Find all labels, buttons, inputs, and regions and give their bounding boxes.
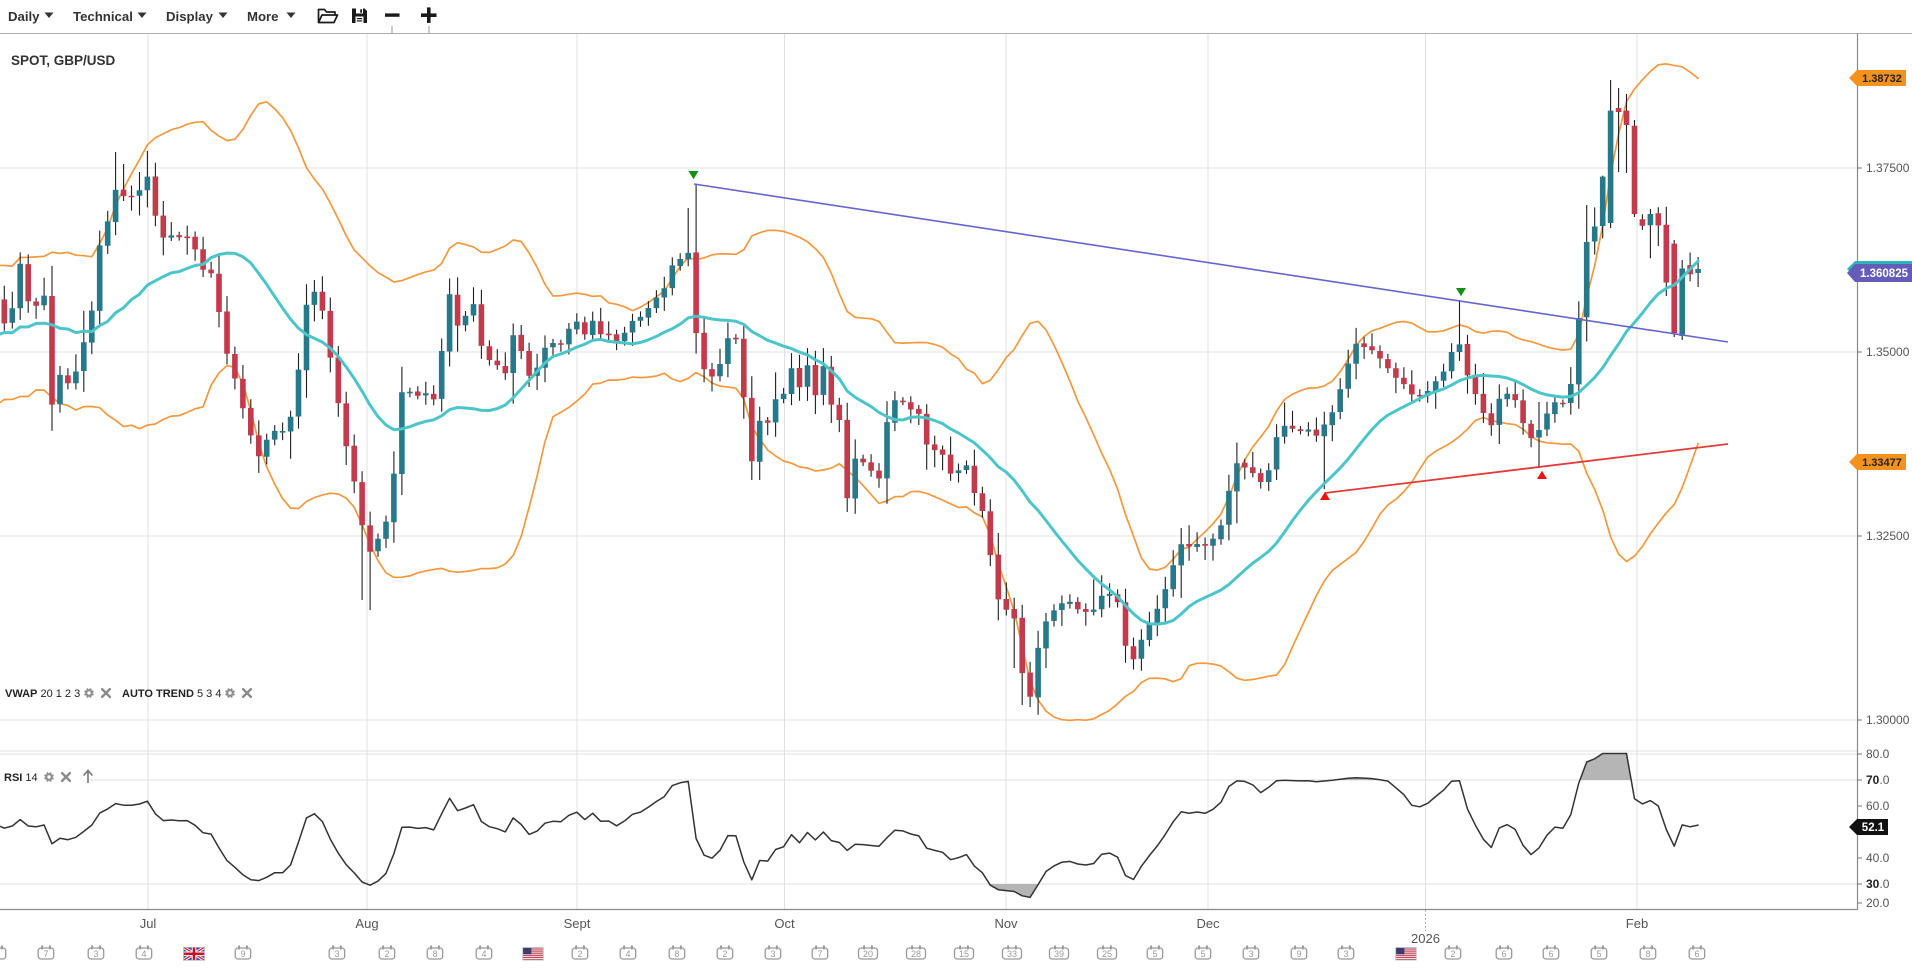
svg-text:Technical: Technical — [73, 9, 133, 24]
svg-text:20.0: 20.0 — [1866, 896, 1890, 910]
svg-text:15: 15 — [959, 949, 969, 959]
svg-text:8: 8 — [674, 949, 679, 959]
svg-text:Dec: Dec — [1196, 916, 1220, 931]
svg-text:70.0: 70.0 — [1866, 773, 1890, 787]
svg-text:Daily: Daily — [8, 9, 40, 24]
svg-text:3: 3 — [334, 949, 339, 959]
svg-text:40.0: 40.0 — [1866, 851, 1890, 865]
svg-text:VWAP 20 1 2 3: VWAP 20 1 2 3 — [5, 688, 80, 700]
svg-text:80.0: 80.0 — [1866, 747, 1890, 761]
svg-text:6: 6 — [1694, 949, 1699, 959]
svg-text:1.38732: 1.38732 — [1862, 73, 1902, 85]
svg-text:30.0: 30.0 — [1866, 877, 1890, 891]
svg-text:Aug: Aug — [355, 916, 378, 931]
svg-text:More: More — [247, 9, 279, 24]
svg-text:2: 2 — [577, 949, 582, 959]
svg-text:52.1: 52.1 — [1862, 822, 1885, 834]
svg-text:9: 9 — [240, 949, 245, 959]
svg-text:20: 20 — [863, 949, 873, 959]
svg-text:1.30000: 1.30000 — [1866, 713, 1910, 727]
svg-text:28: 28 — [911, 949, 921, 959]
svg-text:7: 7 — [43, 949, 48, 959]
svg-text:2026: 2026 — [1411, 931, 1440, 946]
svg-text:6: 6 — [1548, 949, 1553, 959]
svg-text:3: 3 — [1343, 949, 1348, 959]
svg-text:33: 33 — [1007, 949, 1017, 959]
svg-text:3: 3 — [93, 949, 98, 959]
svg-text:Display: Display — [166, 9, 214, 24]
svg-text:Sept: Sept — [564, 916, 591, 931]
svg-text:7: 7 — [817, 949, 822, 959]
svg-text:39: 39 — [1054, 949, 1064, 959]
svg-text:Jul: Jul — [140, 916, 157, 931]
svg-text:2: 2 — [722, 949, 727, 959]
svg-text:2: 2 — [384, 949, 389, 959]
svg-text:60.0: 60.0 — [1866, 799, 1890, 813]
svg-text:1.35000: 1.35000 — [1866, 345, 1910, 359]
svg-text:1.37500: 1.37500 — [1866, 161, 1910, 175]
svg-text:AUTO TREND 5 3 4: AUTO TREND 5 3 4 — [122, 688, 221, 700]
svg-text:RSI 14: RSI 14 — [4, 772, 38, 784]
svg-text:3: 3 — [1248, 949, 1253, 959]
svg-text:5: 5 — [0, 949, 1, 959]
svg-text:9: 9 — [1296, 949, 1301, 959]
svg-text:5: 5 — [1200, 949, 1205, 959]
svg-text:1.360825: 1.360825 — [1860, 268, 1909, 280]
svg-text:4: 4 — [141, 949, 146, 959]
svg-text:5: 5 — [1596, 949, 1601, 959]
svg-text:Feb: Feb — [1626, 916, 1648, 931]
svg-text:1.32500: 1.32500 — [1866, 529, 1910, 543]
svg-text:2: 2 — [1450, 949, 1455, 959]
svg-text:Nov: Nov — [994, 916, 1018, 931]
svg-text:3: 3 — [770, 949, 775, 959]
svg-text:8: 8 — [1645, 949, 1650, 959]
svg-text:6: 6 — [1501, 949, 1506, 959]
svg-text:8: 8 — [432, 949, 437, 959]
svg-text:Oct: Oct — [774, 916, 795, 931]
svg-text:1.33477: 1.33477 — [1862, 457, 1902, 469]
svg-text:SPOT, GBP/USD: SPOT, GBP/USD — [11, 53, 116, 68]
svg-text:5: 5 — [1152, 949, 1157, 959]
svg-text:25: 25 — [1102, 949, 1112, 959]
svg-text:4: 4 — [625, 949, 630, 959]
svg-text:4: 4 — [481, 949, 486, 959]
